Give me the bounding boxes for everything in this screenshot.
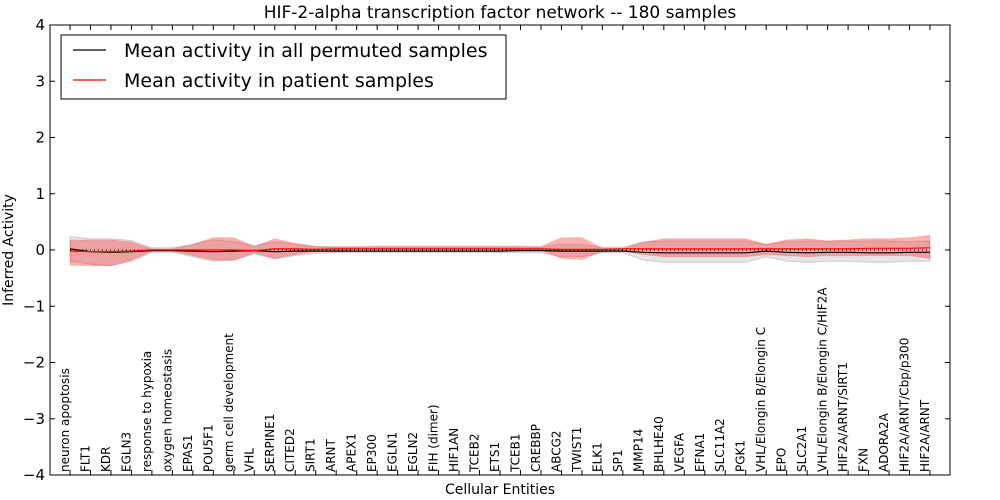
category-label: EPAS1 xyxy=(181,434,195,472)
legend-label-permuted: Mean activity in all permuted samples xyxy=(124,40,487,62)
category-label: POU5F1 xyxy=(201,424,215,472)
category-label: EPO xyxy=(775,448,789,472)
category-label: BHLHE40 xyxy=(652,416,666,472)
category-label: EGLN1 xyxy=(386,432,400,472)
y-tick-label: 4 xyxy=(35,16,45,34)
category-label: TCEB1 xyxy=(509,434,523,473)
category-label: HIF2A/ARNT xyxy=(918,399,932,472)
category-label: SLC2A1 xyxy=(795,426,809,472)
category-label: SP1 xyxy=(611,450,625,473)
category-label: SERPINE1 xyxy=(263,413,277,472)
category-label: VHL xyxy=(242,448,256,472)
category-label: ABCG2 xyxy=(549,430,563,472)
legend: Mean activity in all permuted samples Me… xyxy=(60,34,507,100)
category-label: VHL/Elongin B/Elongin C xyxy=(754,327,768,472)
y-tick-label: 2 xyxy=(35,129,45,147)
category-label: HIF2A/ARNT/SIRT1 xyxy=(836,362,850,472)
y-tick-label: −4 xyxy=(23,466,45,484)
category-label: SLC11A2 xyxy=(713,418,727,472)
category-label: MMP14 xyxy=(631,429,645,472)
category-label: VHL/Elongin B/Elongin C/HIF2A xyxy=(816,287,830,472)
legend-box xyxy=(60,34,507,100)
plot-area xyxy=(69,234,931,267)
category-label: neuron apoptosis xyxy=(58,368,72,472)
y-tick-label: 0 xyxy=(35,241,45,259)
category-label: EFNA1 xyxy=(693,433,707,472)
legend-label-patient: Mean activity in patient samples xyxy=(124,70,434,92)
category-label: CREBBP xyxy=(529,424,543,472)
x-axis-label: Cellular Entities xyxy=(445,482,555,498)
category-label: ADORA2A xyxy=(877,412,891,472)
category-label: VEGFA xyxy=(672,432,686,472)
category-label: TWIST1 xyxy=(570,427,584,473)
patient-band xyxy=(69,234,931,267)
permuted-mean-line xyxy=(69,248,930,254)
category-label: ARNT xyxy=(324,438,338,472)
category-label: FLT1 xyxy=(79,445,93,472)
axes: 4 3 2 1 0 −1 −2 −3 −4 xyxy=(23,16,950,484)
chart-title: HIF-2-alpha transcription factor network… xyxy=(264,3,737,23)
y-axis-label: Inferred Activity xyxy=(1,194,17,306)
category-labels: neuron apoptosis FLT1 KDR EGLN3 response to … xyxy=(58,287,932,473)
category-label: germ cell development xyxy=(222,333,236,472)
category-label: HIF1AN xyxy=(447,428,461,472)
category-label: EGLN3 xyxy=(119,432,133,472)
category-label: TCEB2 xyxy=(468,434,482,473)
y-tick-label: −2 xyxy=(23,354,45,372)
category-label: FIH (dimer) xyxy=(427,404,441,472)
category-label: EGLN2 xyxy=(406,432,420,472)
y-tick-label: −3 xyxy=(23,410,45,428)
category-label: response to hypoxia xyxy=(140,351,154,472)
y-tick-label: −1 xyxy=(23,297,45,315)
y-tick-label: 3 xyxy=(35,72,45,90)
category-label: APEX1 xyxy=(345,433,359,472)
category-label: FXN xyxy=(857,448,871,472)
category-label: SIRT1 xyxy=(304,438,318,472)
category-label: EP300 xyxy=(365,434,379,472)
category-label: ELK1 xyxy=(590,442,604,472)
y-tick-label: 1 xyxy=(35,185,45,203)
category-label: ETS1 xyxy=(488,442,502,472)
category-label: HIF2A/ARNT/Cbp/p300 xyxy=(898,338,912,472)
category-label: KDR xyxy=(99,447,113,472)
patient-mean-line xyxy=(69,247,931,253)
category-label: CITED2 xyxy=(283,428,297,472)
category-label: oxygen homeostasis xyxy=(160,349,174,472)
category-label: PGK1 xyxy=(734,440,748,472)
